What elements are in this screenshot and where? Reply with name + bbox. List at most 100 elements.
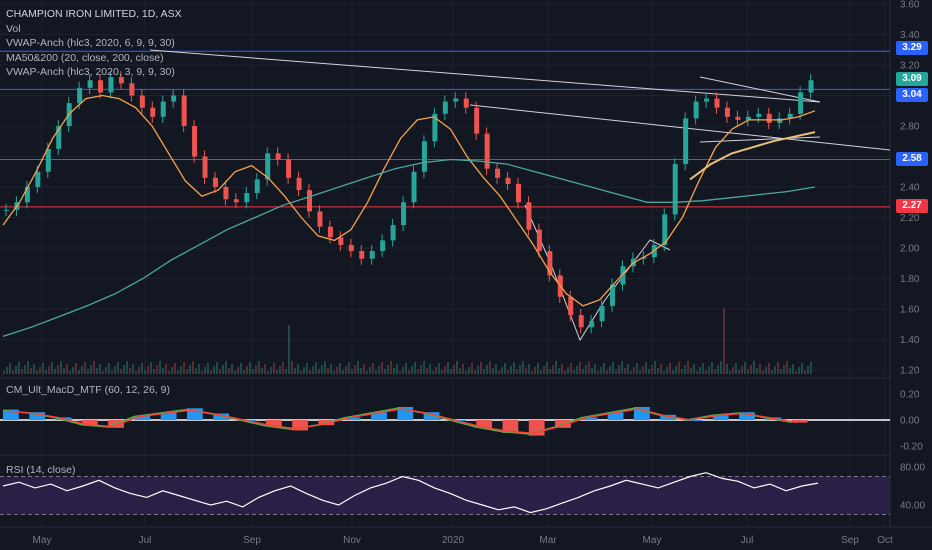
volume-bar — [132, 364, 134, 374]
volume-bar — [60, 361, 62, 374]
y-tick-label: 1.60 — [900, 305, 920, 316]
volume-bar — [174, 363, 176, 374]
candle-body — [265, 153, 271, 180]
volume-bar — [705, 370, 707, 374]
candle-body — [568, 296, 574, 316]
volume-bar — [435, 367, 437, 374]
candle-body — [171, 95, 177, 102]
volume-legend[interactable]: Vol — [6, 23, 21, 35]
candle-body — [327, 226, 333, 238]
volume-bar — [639, 370, 641, 374]
volume-bar — [690, 368, 692, 374]
trendline-support — [469, 104, 891, 151]
volume-bar — [651, 365, 653, 374]
volume-bar — [657, 368, 659, 374]
candle-body — [714, 98, 720, 108]
macd-hist-bar — [187, 408, 203, 420]
volume-bar — [378, 366, 380, 374]
macd-signal-line — [6, 408, 796, 435]
volume-bar — [417, 369, 419, 374]
volume-bar — [48, 366, 50, 374]
volume-bar — [681, 369, 683, 374]
candle-body — [56, 126, 62, 149]
volume-bar — [258, 361, 260, 374]
volume-bar — [153, 369, 155, 374]
volume-bar — [468, 367, 470, 374]
volume-bar — [453, 365, 455, 374]
volume-bar — [345, 366, 347, 374]
y-tick-label: 2.40 — [900, 183, 920, 194]
candle-body — [275, 153, 281, 160]
volume-bar — [438, 363, 440, 374]
volume-bar — [159, 361, 161, 374]
candle-body — [777, 118, 783, 123]
volume-bar — [147, 366, 149, 374]
macd-hist-bar — [371, 412, 387, 420]
volume-bar — [720, 361, 722, 374]
volume-bar — [108, 363, 110, 374]
volume-bar — [72, 367, 74, 374]
volume-bar — [138, 367, 140, 374]
volume-bar — [318, 369, 320, 374]
volume-bar — [540, 370, 542, 374]
candle-body — [181, 95, 187, 126]
volume-bar — [372, 363, 374, 374]
volume-bar — [618, 365, 620, 374]
candle-body — [683, 118, 689, 165]
macd-hist-bar — [213, 413, 230, 420]
volume-bar — [810, 362, 812, 374]
candle-body — [4, 209, 9, 211]
volume-bar — [627, 364, 629, 374]
volume-bar — [339, 363, 341, 374]
volume-bar — [723, 308, 725, 374]
symbol-title[interactable]: CHAMPION IRON LIMITED, 1D, ASX — [6, 8, 182, 20]
volume-bar — [6, 367, 8, 374]
volume-bar — [129, 368, 131, 374]
macd-legend[interactable]: CM_Ult_MacD_MTF (60, 12, 26, 9) — [6, 384, 170, 396]
vwap-legend-2[interactable]: VWAP-Anch (hlc3, 2020, 3, 9, 9, 30) — [6, 66, 175, 78]
volume-bar — [663, 371, 665, 374]
macd-hist-bar — [160, 412, 177, 420]
volume-bar — [237, 367, 239, 374]
volume-bar — [399, 371, 401, 374]
volume-bar — [327, 368, 329, 374]
volume-bar — [567, 367, 569, 374]
volume-bar — [375, 370, 377, 374]
volume-bar — [771, 370, 773, 374]
candle-body — [139, 95, 145, 108]
volume-bar — [144, 370, 146, 374]
volume-bar — [444, 366, 446, 374]
candle-body — [35, 171, 41, 187]
volume-bar — [135, 371, 137, 374]
candle-body — [369, 251, 375, 259]
candle-body — [390, 225, 396, 241]
volume-bar — [678, 362, 680, 374]
vwap-legend-1[interactable]: VWAP-Anch (hlc3, 2020, 6, 9, 9, 30) — [6, 37, 175, 49]
volume-bar — [216, 362, 218, 374]
volume-bar — [732, 367, 734, 374]
volume-bar — [357, 361, 359, 374]
volume-bar — [585, 365, 587, 374]
volume-bar — [549, 369, 551, 374]
volume-bar — [303, 367, 305, 374]
rsi-legend[interactable]: RSI (14, close) — [6, 464, 76, 476]
volume-bar — [750, 365, 752, 374]
volume-bar — [798, 367, 800, 374]
volume-bar — [276, 370, 278, 374]
macd-hist-bar — [581, 417, 598, 420]
volume-bar — [645, 362, 647, 374]
volume-bar — [429, 364, 431, 374]
candle-body — [150, 107, 156, 117]
y-tick-label: 1.20 — [900, 366, 920, 377]
volume-bar — [63, 368, 65, 374]
volume-bar — [687, 361, 689, 374]
candle-body — [87, 80, 93, 88]
volume-bar — [279, 366, 281, 374]
macd-hist-bar — [476, 420, 492, 428]
macd-hist-bar — [265, 420, 282, 427]
volume-bar — [783, 365, 785, 374]
ma-legend[interactable]: MA50&200 (20, close, 200, close) — [6, 52, 164, 64]
volume-bar — [240, 363, 242, 374]
volume-bar — [270, 367, 272, 374]
